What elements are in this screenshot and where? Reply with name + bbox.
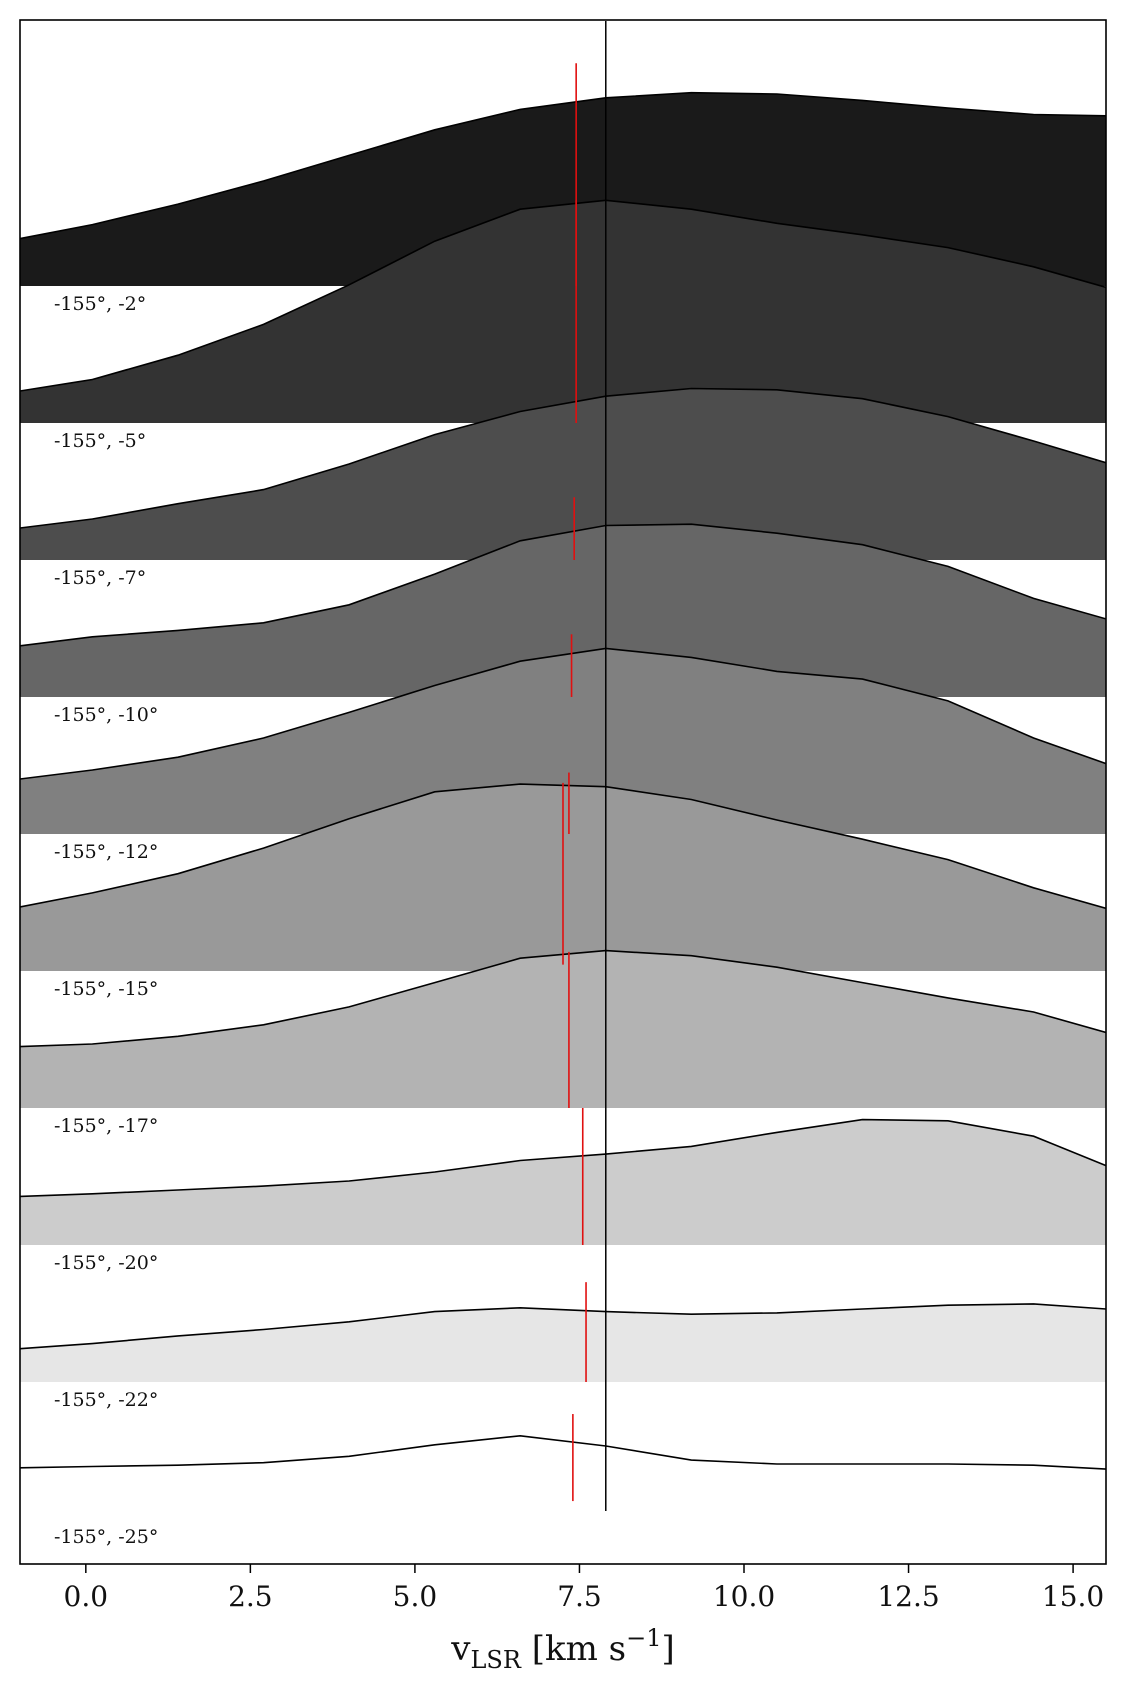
spectrum-label-layer: -155°, -2° -155°, -5° -155°, -7° -155°, -10… bbox=[54, 293, 158, 1548]
spectrum-label-10: -155°, -25° bbox=[54, 1526, 158, 1548]
spectrum-fill-9 bbox=[20, 1303, 1106, 1382]
spectrum-fill-2 bbox=[20, 200, 1106, 423]
x-axis-title-sup: −1 bbox=[626, 1624, 661, 1652]
x-axis-title-main: v bbox=[450, 1629, 471, 1669]
spectrum-line-9 bbox=[20, 1303, 1106, 1350]
spectrum-line-8 bbox=[20, 1118, 1106, 1198]
spectrum-label-4: -155°, -10° bbox=[54, 704, 158, 726]
spectrum-label-8: -155°, -20° bbox=[54, 1252, 158, 1274]
spectrum-line-5 bbox=[20, 647, 1106, 780]
spectrum-fill-7 bbox=[20, 950, 1106, 1108]
x-axis-title-end: ] bbox=[661, 1629, 674, 1669]
spectrum-fill-8 bbox=[20, 1119, 1106, 1245]
x-tick-label: 5.0 bbox=[393, 1580, 438, 1613]
spectrum-label-5: -155°, -12° bbox=[54, 841, 158, 863]
spectrum-fill-10 bbox=[20, 1435, 1106, 1519]
x-tick-label: 10.0 bbox=[713, 1580, 775, 1613]
spectrum-label-2: -155°, -5° bbox=[54, 430, 146, 452]
spectrum-label-3: -155°, -7° bbox=[54, 567, 146, 589]
spectrum-line-3 bbox=[20, 387, 1106, 529]
x-axis-title: vLSR [km s−1] bbox=[450, 1624, 675, 1674]
spectrum-fill-4 bbox=[20, 524, 1106, 697]
spectrum-label-9: -155°, -22° bbox=[54, 1389, 158, 1411]
spectrum-line-10 bbox=[20, 1434, 1106, 1470]
spectrum-label-1: -155°, -2° bbox=[54, 293, 146, 315]
spectrum-line-2 bbox=[20, 199, 1106, 392]
x-tick-label: 2.5 bbox=[228, 1580, 273, 1613]
spectrum-fill-5 bbox=[20, 648, 1106, 834]
spectrum-line-4 bbox=[20, 523, 1106, 647]
marker-layer bbox=[562, 21, 607, 1511]
spectrum-label-7: -155°, -17° bbox=[54, 1115, 158, 1137]
spectrum-label-6: -155°, -15° bbox=[54, 978, 158, 1000]
x-axis-title-sub: LSR bbox=[470, 1646, 521, 1674]
x-tick-label: 15.0 bbox=[1042, 1580, 1104, 1613]
plot-frame bbox=[19, 19, 1107, 1565]
x-tick-label: 0.0 bbox=[64, 1580, 109, 1613]
x-axis: 0.0 2.5 5.0 7.5 10.0 12.5 15.0 bbox=[64, 1564, 1104, 1613]
x-tick-label: 7.5 bbox=[557, 1580, 602, 1613]
spectrum-line-1 bbox=[20, 91, 1106, 240]
series-layer bbox=[20, 91, 1106, 1519]
x-axis-title-unit: [km s bbox=[521, 1629, 626, 1669]
spectrum-fill-3 bbox=[20, 388, 1106, 560]
x-tick-label: 12.5 bbox=[877, 1580, 939, 1613]
